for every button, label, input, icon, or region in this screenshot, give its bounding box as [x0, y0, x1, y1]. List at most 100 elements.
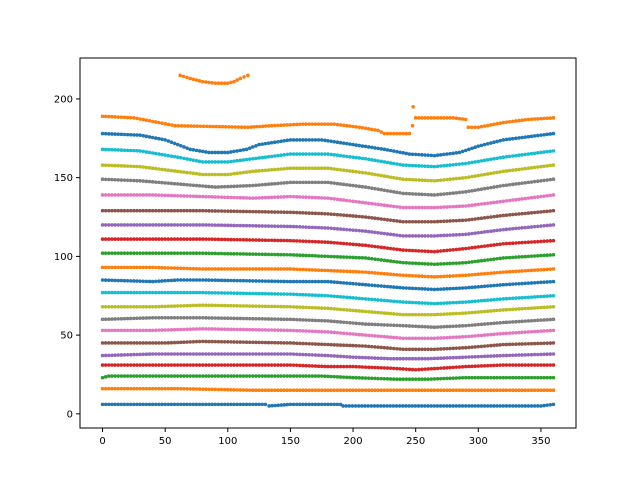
- data-point: [382, 131, 387, 136]
- data-point: [473, 188, 477, 193]
- data-point: [357, 355, 362, 360]
- data-point: [282, 181, 286, 185]
- data-point: [420, 324, 424, 329]
- data-point: [160, 290, 164, 295]
- data-point: [420, 234, 424, 238]
- data-point: [385, 404, 389, 408]
- data-point: [335, 294, 340, 299]
- data-point: [210, 363, 214, 367]
- data-point: [197, 208, 202, 213]
- data-point: [251, 363, 255, 367]
- data-point: [147, 179, 152, 184]
- data-point: [344, 168, 349, 173]
- data-point: [344, 141, 349, 146]
- data-point: [529, 329, 534, 334]
- data-point: [172, 386, 177, 391]
- data-point: [298, 239, 302, 243]
- data-point: [335, 364, 340, 369]
- data-point: [507, 241, 512, 246]
- data-point: [385, 388, 390, 393]
- data-point: [354, 184, 358, 188]
- data-point: [417, 219, 421, 224]
- data-point: [244, 316, 249, 321]
- data-point: [529, 318, 534, 323]
- data-point: [291, 180, 296, 185]
- data-point: [435, 192, 440, 197]
- data-point: [125, 164, 130, 168]
- data-point: [285, 166, 290, 171]
- data-point: [423, 249, 427, 253]
- data-point: [323, 353, 327, 358]
- data-point: [191, 303, 196, 308]
- data-point: [266, 238, 271, 243]
- data-point: [254, 388, 258, 393]
- data-point: [448, 324, 452, 329]
- data-point: [395, 247, 399, 252]
- data-point: [294, 388, 299, 393]
- data-point: [269, 388, 274, 393]
- data-point: [128, 316, 133, 321]
- data-point: [116, 237, 121, 241]
- data-point: [216, 374, 221, 378]
- data-point: [548, 132, 553, 136]
- data-point: [442, 356, 446, 360]
- data-point: [197, 267, 202, 271]
- data-point: [492, 200, 496, 205]
- data-point: [269, 167, 274, 172]
- data-point: [103, 290, 108, 295]
- data-point: [460, 346, 465, 350]
- data-point: [147, 118, 152, 123]
- data-point: [451, 300, 456, 305]
- data-point: [542, 116, 546, 121]
- data-point: [510, 296, 515, 301]
- data-point: [191, 237, 196, 241]
- data-point: [191, 208, 196, 213]
- data-point: [398, 162, 402, 167]
- data-point: [357, 184, 362, 189]
- data-point: [272, 317, 277, 321]
- data-point: [179, 182, 183, 187]
- data-point: [476, 259, 481, 263]
- data-point: [285, 210, 290, 215]
- data-point: [507, 388, 512, 393]
- data-point: [182, 402, 186, 407]
- data-point: [373, 356, 377, 360]
- data-point: [319, 225, 324, 230]
- data-point: [448, 219, 452, 223]
- data-point: [172, 169, 177, 173]
- data-point: [294, 402, 299, 407]
- data-point: [182, 340, 186, 344]
- data-point: [548, 352, 553, 356]
- data-point: [263, 291, 268, 296]
- data-point: [401, 177, 405, 182]
- data-point: [294, 253, 299, 257]
- data-point: [310, 122, 315, 126]
- data-point: [323, 268, 327, 273]
- data-point: [348, 183, 352, 187]
- data-point: [388, 323, 393, 327]
- data-point: [532, 151, 537, 156]
- data-point: [110, 374, 114, 378]
- data-point: [492, 308, 496, 313]
- data-point: [153, 363, 158, 367]
- data-point: [476, 375, 481, 380]
- data-point: [323, 306, 327, 311]
- data-point: [373, 345, 377, 349]
- data-point: [382, 298, 387, 303]
- data-point: [426, 367, 431, 371]
- data-point: [194, 266, 199, 271]
- data-point: [319, 388, 324, 393]
- data-point: [495, 121, 499, 126]
- data-point: [539, 194, 543, 199]
- data-point: [216, 251, 221, 256]
- data-point: [282, 210, 286, 214]
- data-point: [407, 347, 412, 352]
- data-point: [288, 267, 293, 271]
- data-point: [454, 190, 459, 195]
- data-point: [391, 323, 396, 328]
- data-point: [360, 184, 365, 189]
- data-point: [160, 402, 164, 407]
- data-point: [344, 227, 349, 232]
- data-point: [514, 212, 518, 217]
- data-point: [144, 179, 149, 184]
